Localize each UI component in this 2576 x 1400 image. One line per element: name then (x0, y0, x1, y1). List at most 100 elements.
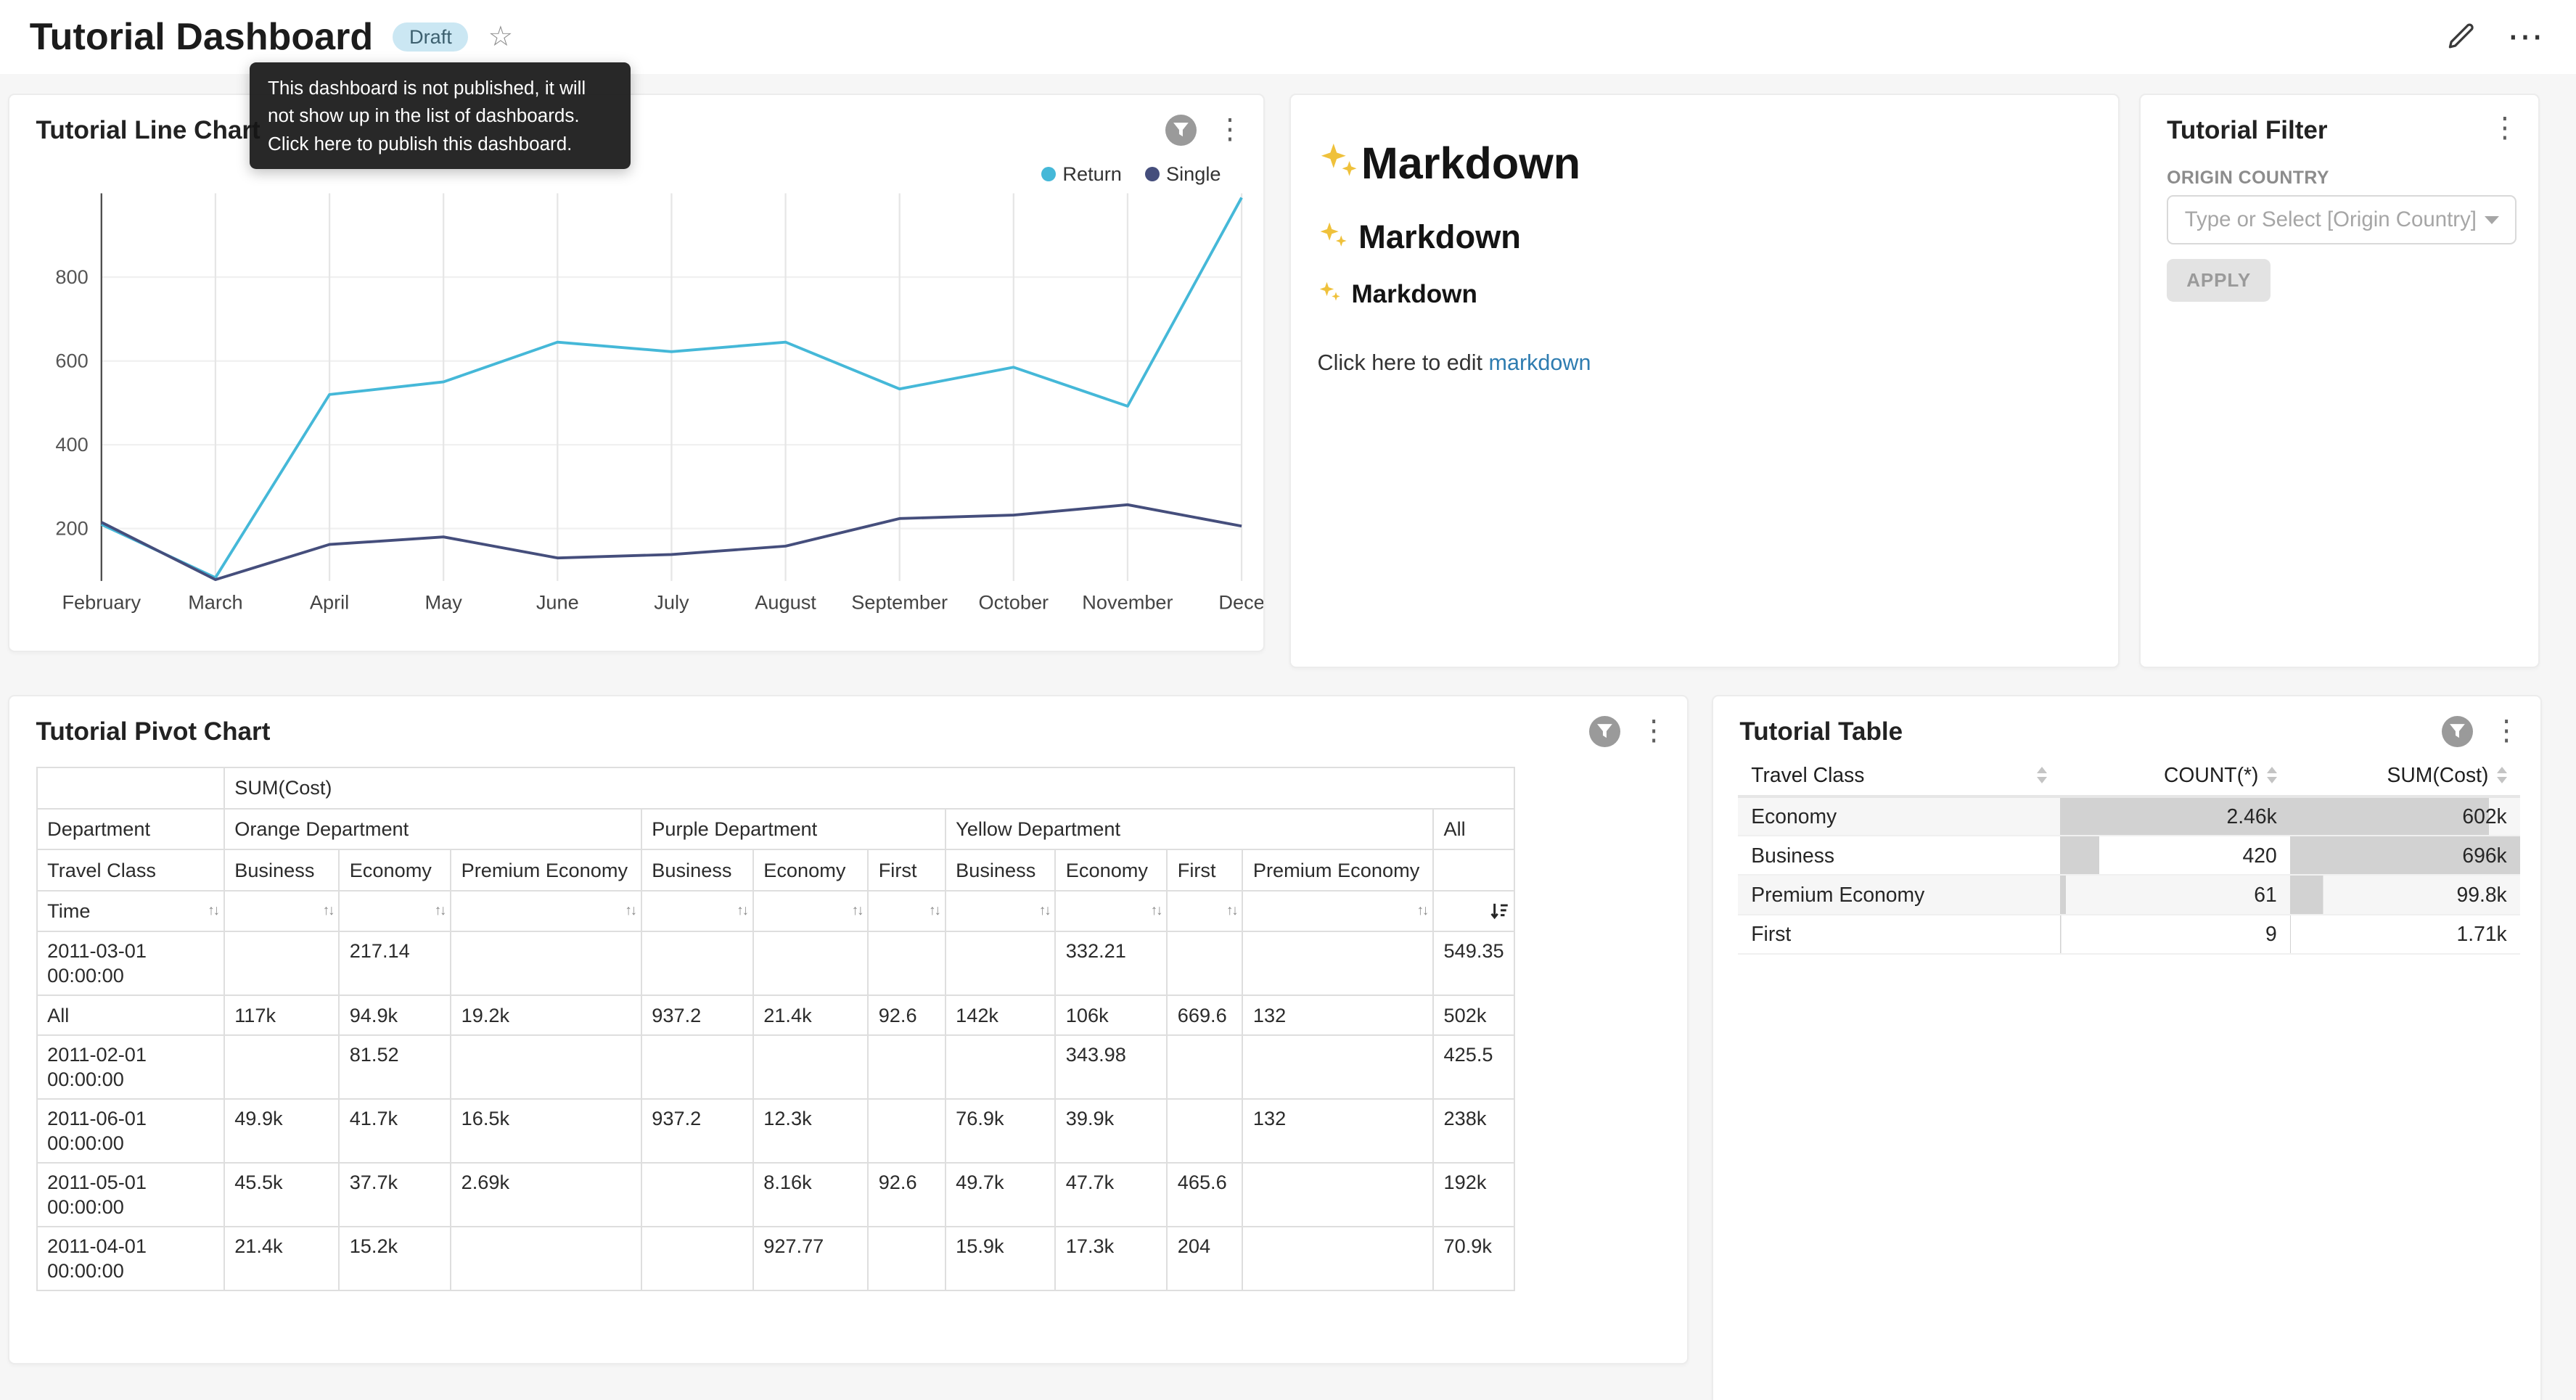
pivot-cell: 21.4k (224, 1227, 339, 1290)
column-header-0[interactable]: Travel Class (1738, 755, 2060, 796)
pivot-cell (868, 1227, 945, 1290)
data-table: Travel Class COUNT(*) SUM(Cost) Economy2.46… (1738, 755, 2520, 955)
column-label: SUM(Cost) (2387, 763, 2488, 787)
pivot-cell: 12.3k (753, 1099, 868, 1163)
pivot-row: 2011-06-01 00:00:0049.9k41.7k16.5k937.21… (37, 1099, 1515, 1163)
kebab-menu-icon[interactable]: ⋮ (2493, 717, 2520, 745)
pivot-cell: 927.77 (753, 1227, 868, 1290)
pivot-cell: 92.6 (868, 1163, 945, 1227)
pivot-cell: 94.9k (339, 995, 451, 1034)
pivot-cell (224, 1035, 339, 1099)
pivot-row-label: 2011-03-01 00:00:00 (37, 931, 224, 995)
pivot-sort-cell[interactable]: ↑↓ (753, 891, 868, 932)
pivot-cell: 937.2 (641, 1099, 753, 1163)
table-cell-count: 2.46k (2060, 796, 2290, 836)
column-header-2[interactable]: SUM(Cost) (2290, 755, 2520, 796)
pivot-cell: 16.5k (451, 1099, 641, 1163)
pivot-subheader: Business (641, 849, 753, 891)
pivot-sort-cell[interactable]: ↑↓ (1167, 891, 1242, 932)
pivot-cell: 47.7k (1055, 1163, 1167, 1227)
table-row: Business420696k (1738, 836, 2520, 875)
more-menu-icon[interactable]: ⋯ (2507, 26, 2543, 48)
pivot-cell: 132 (1242, 1099, 1433, 1163)
pivot-time-header[interactable]: Time↑↓ (37, 891, 224, 932)
sort-toggle-icon[interactable]: ↑↓ (852, 899, 863, 923)
svg-text:April: April (310, 591, 349, 614)
pivot-sort-cell[interactable]: ↑↓ (641, 891, 753, 932)
markdown-body: Markdown Markdown Markdown Click here to… (1291, 95, 2117, 376)
sort-toggle-icon[interactable]: ↑↓ (737, 899, 747, 923)
pivot-sort-cell[interactable] (1433, 891, 1514, 932)
sort-toggle-icon[interactable]: ↑↓ (435, 899, 446, 923)
pivot-sort-cell[interactable]: ↑↓ (339, 891, 451, 932)
pivot-cell: 343.98 (1055, 1035, 1167, 1099)
pivot-sort-cell[interactable]: ↑↓ (946, 891, 1056, 932)
kebab-menu-icon[interactable]: ⋮ (1640, 717, 1668, 745)
markdown-paragraph-text: Click here to edit (1318, 350, 1489, 375)
apply-button[interactable]: APPLY (2167, 259, 2271, 302)
pivot-cell: 117k (224, 995, 339, 1034)
pivot-sort-cell[interactable]: ↑↓ (868, 891, 945, 932)
svg-text:400: 400 (56, 434, 89, 456)
favorite-star-icon[interactable]: ☆ (488, 23, 514, 51)
cross-filter-badge-icon[interactable] (1589, 716, 1620, 747)
sort-toggle-icon[interactable]: ↑↓ (1226, 899, 1237, 923)
pivot-row-label: 2011-04-01 00:00:00 (37, 1227, 224, 1290)
sort-toggle-icon[interactable]: ↑↓ (323, 899, 334, 923)
pivot-cell: 204 (1167, 1227, 1242, 1290)
svg-text:800: 800 (56, 265, 89, 288)
pivot-cell: 41.7k (339, 1099, 451, 1163)
sort-desc-active-icon[interactable] (1490, 902, 1509, 921)
edit-pencil-icon[interactable] (2446, 21, 2477, 52)
pivot-cell: 106k (1055, 995, 1167, 1034)
pivot-sort-cell[interactable]: ↑↓ (451, 891, 641, 932)
pivot-cell: 81.52 (339, 1035, 451, 1099)
kebab-menu-icon[interactable]: ⋮ (2491, 115, 2519, 142)
pivot-cell (224, 931, 339, 995)
pivot-cell (753, 931, 868, 995)
card-actions: ⋮ (2442, 716, 2521, 747)
pivot-row: 2011-03-01 00:00:00217.14332.21549.35 (37, 931, 1515, 995)
sorter-icon[interactable] (2267, 767, 2277, 783)
pivot-subdim-label: Travel Class (37, 849, 224, 891)
kebab-menu-icon[interactable]: ⋮ (1216, 116, 1244, 144)
dashboard: Tutorial Dashboard Draft ☆ ⋯ This dashbo… (0, 0, 2576, 1400)
column-label: Travel Class (1751, 763, 1864, 787)
table-row: Premium Economy6199.8k (1738, 875, 2520, 914)
table-cell-count: 420 (2060, 836, 2290, 875)
markdown-edit-link[interactable]: markdown (1489, 350, 1591, 375)
markdown-h1-text: Markdown (1361, 139, 1580, 188)
pivot-row-label: 2011-05-01 00:00:00 (37, 1163, 224, 1227)
header-actions: ⋯ (2446, 21, 2543, 52)
pivot-cell: 2.69k (451, 1163, 641, 1227)
pivot-sort-cell[interactable]: ↑↓ (1055, 891, 1167, 932)
cross-filter-badge-icon[interactable] (1165, 115, 1197, 146)
draft-badge[interactable]: Draft (393, 22, 468, 52)
pivot-cell (1242, 1227, 1433, 1290)
sort-toggle-icon[interactable]: ↑↓ (929, 899, 940, 923)
pivot-table: SUM(Cost)DepartmentOrange DepartmentPurp… (36, 767, 1516, 1291)
svg-text:March: March (189, 591, 243, 614)
pivot-sort-cell[interactable]: ↑↓ (224, 891, 339, 932)
sort-toggle-icon[interactable]: ↑↓ (625, 899, 636, 923)
legend-item-return[interactable]: Return (1041, 162, 1122, 186)
sorter-icon[interactable] (2037, 767, 2047, 783)
chevron-down-icon (2485, 216, 2499, 224)
pivot-sort-cell[interactable]: ↑↓ (1242, 891, 1433, 932)
pivot-cell: 49.9k (224, 1099, 339, 1163)
cross-filter-badge-icon[interactable] (2442, 716, 2473, 747)
legend-item-single[interactable]: Single (1145, 162, 1221, 186)
filter-field-label: ORIGIN COUNTRY (2167, 168, 2329, 189)
sort-toggle-icon[interactable]: ↑↓ (208, 899, 218, 923)
origin-country-select[interactable]: Type or Select [Origin Country] (2167, 195, 2516, 244)
pivot-card-title: Tutorial Pivot Chart (36, 717, 271, 746)
sort-toggle-icon[interactable]: ↑↓ (1039, 899, 1050, 923)
pivot-card: Tutorial Pivot Chart ⋮ SUM(Cost)Departme… (8, 695, 1689, 1365)
table-cell-sum: 696k (2290, 836, 2520, 875)
table-cell-travel-class: Economy (1738, 796, 2060, 836)
pivot-cell (451, 1035, 641, 1099)
column-header-1[interactable]: COUNT(*) (2060, 755, 2290, 796)
sort-toggle-icon[interactable]: ↑↓ (1151, 899, 1162, 923)
sort-toggle-icon[interactable]: ↑↓ (1416, 899, 1427, 923)
sorter-icon[interactable] (2497, 767, 2507, 783)
